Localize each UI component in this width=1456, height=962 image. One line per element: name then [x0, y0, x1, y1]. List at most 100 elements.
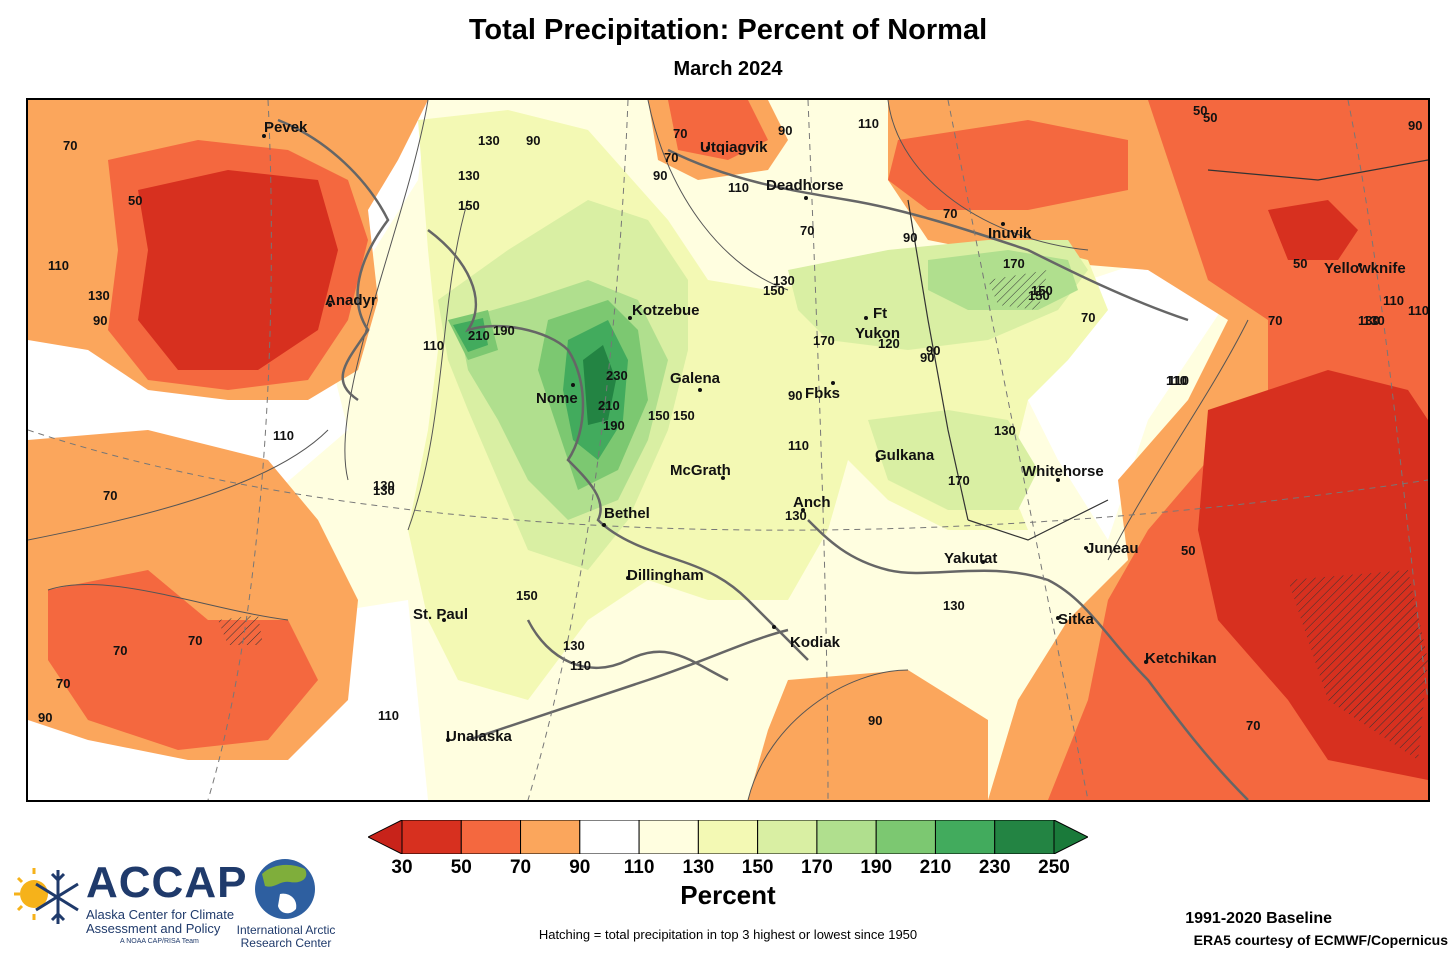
contour-label: 70: [103, 488, 117, 503]
accap-acronym: ACCAP: [86, 858, 248, 907]
contour-label: 50: [1193, 103, 1207, 118]
colorbar-bin: [401, 820, 462, 854]
contour-label: 190: [493, 323, 515, 338]
colorbar-bins: [401, 820, 1055, 854]
city-label: Ft: [873, 305, 887, 322]
field-50-70-beaufort: [888, 120, 1128, 210]
colorbar-tick-label: 210: [919, 857, 952, 878]
city-label: Inuvik: [988, 225, 1032, 242]
hatch-pacific: [218, 615, 263, 645]
accap-name-line1: Alaska Center for Climate: [86, 907, 235, 922]
contour-label: 70: [1268, 313, 1282, 328]
contour-label: 150: [648, 408, 670, 423]
city-label: Anch: [793, 494, 831, 511]
iarc-name: International Arctic Research Center: [226, 924, 346, 950]
contour-label: 110: [48, 258, 69, 273]
contour-label: 110: [423, 338, 444, 353]
colorbar-bin: [757, 820, 818, 854]
field-50-70-north: [668, 100, 768, 160]
colorbar-tick-label: 190: [860, 857, 893, 878]
contour-label: 90: [1408, 118, 1422, 133]
hatch-east: [1288, 570, 1428, 760]
city-label: Yakutat: [944, 550, 997, 567]
city-label: Bethel: [604, 505, 650, 522]
contour-labels: 70 50 110 130 90 70 210 190 230 210 190 …: [38, 103, 1428, 733]
contour-label: 50: [1181, 543, 1195, 558]
contour-label: 70: [943, 206, 957, 221]
city-label: St. Paul: [413, 606, 468, 623]
colorbar-bin: [520, 820, 581, 854]
contour-label: 230: [606, 368, 628, 383]
contour-label: 130: [373, 483, 395, 498]
city-label: Ketchikan: [1145, 650, 1217, 667]
contour-label: 110: [378, 708, 399, 723]
contour-label: 170: [813, 333, 835, 348]
field-150-170-gulkana: [868, 410, 1038, 510]
city-label: Kotzebue: [632, 302, 700, 319]
contour-label: 170: [1003, 256, 1025, 271]
contour-label: 150: [458, 198, 480, 213]
colorbar-tick-label: 30: [391, 857, 413, 878]
contour-label: 150: [1031, 283, 1053, 298]
accap-logo: ACCAP Alaska Center for Climate Assessme…: [10, 856, 246, 948]
colorbar-tick-label: 150: [741, 857, 774, 878]
contour-label: 110: [1168, 373, 1189, 388]
coastlines: [277, 118, 1249, 800]
colorbar-tick-label: 110: [623, 857, 655, 878]
colorbar-bin: [816, 820, 877, 854]
colorbar-bin: [994, 820, 1055, 854]
contour-label: 150: [516, 588, 538, 603]
baseline-label: 1991-2020 Baseline: [1185, 910, 1332, 927]
contour-label: 130: [785, 508, 807, 523]
contour-label: 110: [273, 428, 294, 443]
globe-icon: [255, 859, 315, 919]
colorbar-over-arrow: [1053, 820, 1088, 854]
colorbar-bin: [875, 820, 936, 854]
city-label: Whitehorse: [1022, 463, 1104, 480]
contour-label: 110: [1166, 373, 1187, 388]
contour-label: 130: [478, 133, 500, 148]
contour-label: 90: [920, 350, 934, 365]
city-label: Yellowknife: [1324, 260, 1406, 277]
contour-label: 70: [188, 633, 202, 648]
accap-tagline: A NOAA CAP/RISA Team: [120, 938, 199, 945]
contour-label: 50: [1203, 110, 1217, 125]
contour-label: 90: [926, 343, 940, 358]
city-label: Gulkana: [875, 447, 935, 464]
field-30-50-chukotka: [138, 170, 338, 370]
city-label: Deadhorse: [766, 177, 844, 194]
colorbar-bin: [579, 820, 640, 854]
contour-label: 90: [93, 313, 107, 328]
contour-label: 130: [88, 288, 110, 303]
city-label: Dillingham: [627, 567, 704, 584]
city-label: Galena: [670, 370, 721, 387]
city-label: Unalaska: [446, 728, 513, 745]
contour-label: 130: [1363, 313, 1385, 328]
city-label: Kodiak: [790, 634, 841, 651]
contour-label: 130: [458, 168, 480, 183]
field-30-50-yellowknife: [1268, 200, 1358, 260]
contour-label: 130: [994, 423, 1016, 438]
city-label: Pevek: [264, 119, 308, 136]
colorbar-tick-label: 50: [450, 857, 472, 878]
contour-label: 110: [570, 658, 591, 673]
contour-label: 70: [56, 676, 70, 691]
contour-label: 210: [468, 328, 490, 343]
map-canvas: Pevek Anadyr Utqiagvik Deadhorse Inuvik …: [28, 100, 1428, 800]
contour-label: 210: [598, 398, 620, 413]
colorbar-bin: [460, 820, 522, 854]
contour-label: 150: [763, 283, 785, 298]
colorbar-tick-label: 170: [801, 857, 833, 878]
colorbar-under-arrow: [368, 820, 403, 854]
iarc-name-line1: International Arctic: [236, 923, 336, 937]
contour-label: 130: [1358, 313, 1380, 328]
city-label: Anadyr: [325, 292, 377, 309]
contour-label: 50: [1293, 256, 1307, 271]
city-label: Yukon: [855, 325, 900, 342]
contour-label: 150: [1028, 288, 1050, 303]
contour-label: 50: [128, 193, 142, 208]
iarc-name-line2: Research Center: [240, 936, 332, 950]
colorbar-bin: [697, 820, 759, 854]
contour-label: 70: [664, 150, 678, 165]
field-50-70-pacific: [48, 570, 318, 750]
